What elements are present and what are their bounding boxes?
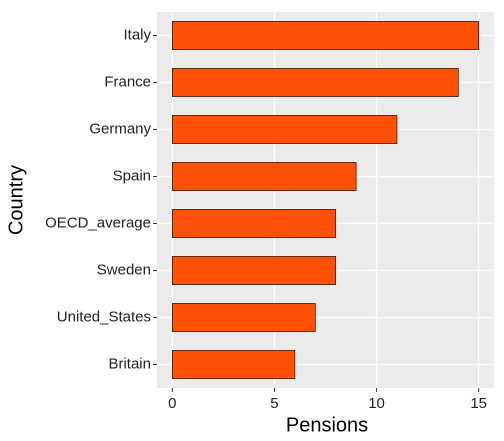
y-tick-label: OECD_average — [45, 214, 151, 231]
bar — [172, 303, 316, 332]
y-tick-label: Britain — [108, 355, 151, 372]
y-tick-label: Germany — [89, 120, 151, 137]
bar — [172, 68, 459, 97]
bar — [172, 350, 296, 379]
x-tick-label: 0 — [168, 395, 176, 412]
x-tick-label: 15 — [470, 395, 487, 412]
x-axis-title: Pensions — [286, 414, 368, 436]
y-tick-label: France — [104, 73, 151, 90]
bar — [172, 209, 337, 238]
y-tick-label: Sweden — [97, 261, 151, 278]
bar — [172, 256, 337, 285]
x-tick-label: 10 — [368, 395, 385, 412]
y-tick-label: United_States — [57, 308, 151, 325]
x-tick-label: 5 — [270, 395, 278, 412]
y-axis-title: Country — [5, 165, 27, 235]
bar — [172, 21, 479, 50]
bar — [172, 162, 357, 191]
bar — [172, 115, 398, 144]
y-tick-label: Spain — [113, 167, 151, 184]
y-tick-label: Italy — [123, 26, 151, 43]
